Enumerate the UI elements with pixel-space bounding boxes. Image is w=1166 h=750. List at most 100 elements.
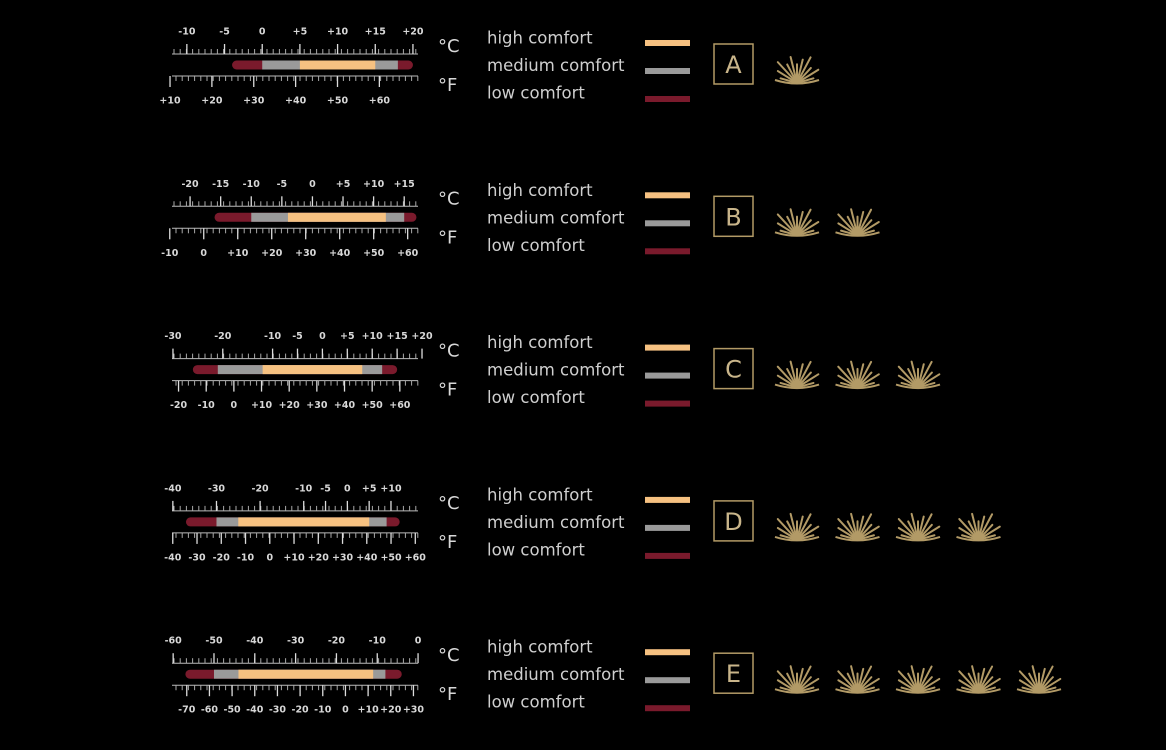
icon-ray (776, 670, 798, 694)
icon-ray (897, 374, 919, 389)
fahrenheit-tick-label: -50 (224, 705, 242, 716)
icon-ray (897, 518, 919, 541)
legend-label: high comfort (487, 638, 593, 657)
celsius-tick-label: -20 (252, 483, 270, 494)
icon-ray (977, 534, 996, 541)
icon-ray (917, 381, 936, 389)
legend-label: high comfort (487, 181, 593, 200)
high-comfort-bar (262, 365, 363, 375)
fahrenheit-tick-label: +20 (201, 96, 223, 107)
icon-ray (776, 518, 798, 541)
fahrenheit-tick-label: 0 (342, 705, 349, 716)
celsius-tick-label: -10 (178, 27, 196, 38)
icon-ray (856, 665, 873, 694)
legend-swatch (645, 496, 690, 503)
fahrenheit-tick-label: +60 (405, 552, 427, 563)
icon-ray (837, 670, 859, 694)
celsius-tick-label: +10 (380, 483, 402, 494)
fahrenheit-tick-label: +40 (356, 552, 378, 563)
icon-ray (837, 365, 859, 389)
celsius-tick-label: -10 (295, 483, 313, 494)
icon-base (1016, 688, 1062, 694)
rating-letter: D (724, 508, 742, 536)
celsius-tick-label: +10 (362, 331, 384, 342)
icon-base (895, 535, 941, 542)
celsius-tick-label: -20 (181, 179, 199, 190)
celsius-tick-label: 0 (309, 179, 316, 190)
icon-ray (796, 360, 812, 389)
icon-ray (1038, 686, 1057, 694)
fahrenheit-unit: °F (438, 532, 457, 553)
celsius-tick-label: -10 (243, 179, 261, 190)
fahrenheit-tick-label: -20 (292, 705, 310, 716)
icon-ray (789, 512, 798, 541)
icon-ray (850, 512, 859, 541)
fahrenheit-unit: °F (438, 75, 457, 96)
icon-ray (850, 665, 859, 694)
fahrenheit-tick-label: +40 (334, 400, 356, 411)
icon-ray (897, 679, 919, 694)
icon-ray (917, 686, 936, 694)
fahrenheit-tick-label: +30 (295, 248, 317, 259)
celsius-tick-label: +5 (362, 483, 377, 494)
celsius-tick-label: -60 (165, 636, 183, 647)
legend-swatch (645, 552, 690, 559)
fahrenheit-tick-label: -20 (213, 552, 231, 563)
fahrenheit-tick-label: +10 (159, 96, 181, 107)
fahrenheit-tick-label: +10 (251, 400, 273, 411)
icon-ray (1038, 665, 1054, 694)
fahrenheit-tick-label: -20 (170, 400, 188, 411)
warmth-icon (895, 360, 941, 390)
icon-ray (796, 665, 812, 694)
legend-label: high comfort (487, 485, 593, 504)
icon-ray (1038, 677, 1062, 694)
icon-ray (776, 526, 798, 541)
fahrenheit-tick-label: +60 (369, 96, 391, 107)
icon-ray (897, 526, 919, 541)
icon-ray (776, 374, 798, 389)
legend-label: medium comfort (487, 665, 625, 684)
icon-base (956, 688, 1001, 694)
fahrenheit-tick-label: +40 (285, 96, 307, 107)
celsius-tick-label: 0 (319, 331, 326, 342)
icon-ray (789, 665, 798, 694)
celsius-tick-label: +5 (336, 179, 351, 190)
icon-base (774, 383, 820, 390)
fahrenheit-tick-label: -10 (161, 248, 179, 259)
icon-ray (958, 679, 980, 694)
fahrenheit-tick-label: +60 (397, 248, 419, 259)
icon-ray (856, 208, 873, 237)
icon-ray (789, 360, 798, 389)
icon-ray (977, 686, 996, 694)
celsius-tick-label: +15 (365, 27, 386, 38)
icon-ray (977, 513, 994, 541)
fahrenheit-tick-label: -70 (178, 705, 196, 716)
high-comfort-bar (287, 212, 386, 222)
icon-ray (917, 360, 933, 389)
rating-box (713, 500, 754, 542)
warmth-icon (835, 208, 880, 237)
legend-swatch (645, 677, 690, 684)
fahrenheit-tick-label: +10 (283, 552, 305, 563)
legend-label: low comfort (487, 84, 585, 103)
legend-swatch (645, 68, 690, 74)
legend-label: low comfort (487, 236, 585, 255)
celsius-tick-label: -40 (164, 483, 182, 494)
icon-base (956, 535, 1001, 542)
icon-ray (796, 534, 815, 541)
icon-base (774, 231, 820, 237)
high-comfort-bar (299, 60, 376, 70)
icon-ray (776, 365, 798, 389)
icon-ray (856, 525, 880, 541)
fahrenheit-tick-label: +30 (403, 705, 425, 716)
icon-ray (910, 665, 919, 694)
warmth-icon (895, 665, 941, 694)
fahrenheit-tick-label: +40 (329, 248, 351, 259)
celsius-tick-label: +5 (293, 27, 308, 38)
rating-letter: B (725, 203, 741, 231)
fahrenheit-tick-label: -30 (188, 552, 206, 563)
icon-ray (796, 56, 812, 84)
icon-ray (796, 221, 820, 237)
icon-ray (917, 665, 933, 694)
